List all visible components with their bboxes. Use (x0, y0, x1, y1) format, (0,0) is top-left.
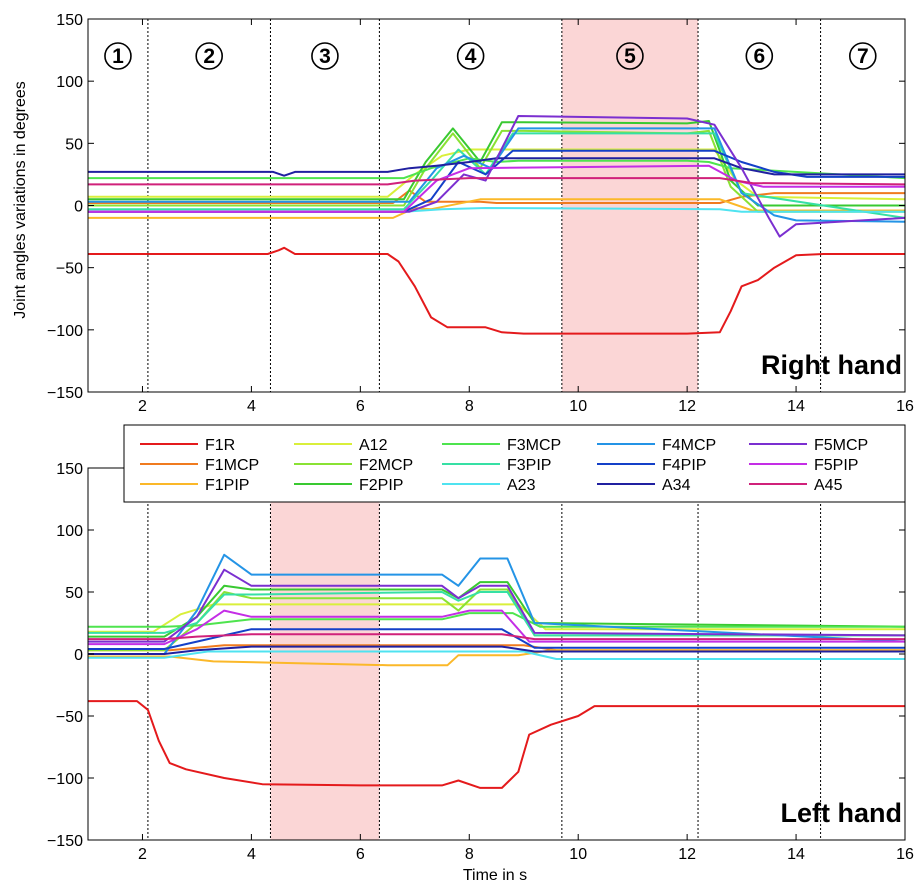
phase-number: 4 (465, 45, 477, 68)
y-tick-label: −100 (47, 323, 83, 340)
y-tick-label: 100 (56, 523, 83, 540)
series-line-f3mcp (88, 157, 906, 180)
legend-label: A23 (507, 477, 536, 494)
series-line-f5mcp (88, 568, 906, 643)
x-tick-label: 12 (678, 846, 696, 863)
legend: F1R F1MCP F1PIP A12 F2MCP F2PIP F3MCP F3PIP A23 F… (123, 424, 906, 503)
legend-label: F2MCP (359, 457, 413, 474)
panel-left-hand: 2 4 6 8 10 12 14 16 150 100 50 0 −50 −100 −150 Left han… (47, 461, 914, 863)
y-tick-label: 50 (65, 585, 83, 602)
y-tick-label: −150 (47, 833, 83, 850)
phase-labels: 1 2 3 4 5 6 7 (104, 42, 877, 70)
legend-label: F1R (205, 437, 235, 454)
x-tick-label: 10 (569, 398, 587, 415)
x-tick-label: 12 (678, 398, 696, 415)
series-line-a45 (88, 633, 905, 641)
x-tick-label: 2 (138, 398, 147, 415)
phase-circle (848, 42, 877, 70)
y-tick-label: 150 (56, 461, 83, 478)
series-line-f2mcp (88, 129, 905, 213)
y-tick-label: −100 (47, 771, 83, 788)
phase-number: 5 (624, 45, 636, 68)
x-tick-label: 14 (787, 846, 805, 863)
phase-circle (616, 42, 644, 70)
x-tick-label: 14 (787, 398, 805, 415)
y-tick-label: 0 (74, 199, 83, 216)
y-tick-label: 50 (65, 136, 83, 153)
series-line-f2pip (88, 581, 906, 638)
legend-label: A45 (814, 477, 843, 494)
legend-label: F4PIP (662, 457, 706, 474)
phase-number: 6 (753, 45, 765, 68)
x-tick-label: 6 (356, 846, 365, 863)
series-line-f4pip (88, 628, 905, 650)
x-axis-label: Time in s (463, 867, 527, 884)
phase-number: 2 (203, 45, 215, 68)
hand-label: Left hand (781, 798, 903, 828)
phase-number: 1 (112, 45, 124, 68)
highlight-band (270, 468, 380, 840)
series-line-f5pip (88, 609, 905, 646)
phase-circle (195, 42, 223, 70)
phase-circle (456, 42, 485, 70)
y-tick-label: 0 (74, 647, 83, 664)
y-tick-label: −50 (56, 261, 83, 278)
series-line-f5mcp (88, 115, 906, 238)
legend-label: F4MCP (662, 437, 716, 454)
phase-number: 3 (319, 45, 331, 68)
series-line-a12 (88, 148, 906, 201)
legend-label: F3PIP (507, 457, 551, 474)
x-tick-label: 10 (569, 846, 587, 863)
x-tick-label: 2 (138, 846, 147, 863)
plot-area (88, 468, 905, 840)
series-line-f2pip (88, 120, 905, 207)
series-line-f1pip (88, 198, 905, 219)
y-tick-label: −150 (47, 385, 83, 402)
y-tick-label: −50 (56, 709, 83, 726)
legend-label: A34 (662, 477, 691, 494)
series-line-a45 (88, 177, 906, 186)
phase-circle (745, 42, 774, 70)
legend-label: F3MCP (507, 437, 561, 454)
hand-label: Right hand (761, 350, 902, 380)
x-tick-label: 6 (356, 398, 365, 415)
series-line-f4pip (88, 149, 905, 213)
x-tick-label: 4 (247, 398, 256, 415)
phase-number: 7 (857, 45, 869, 68)
series-line-f4mcp (88, 127, 906, 223)
x-tick-label: 8 (465, 846, 474, 863)
phase-circle (104, 42, 132, 70)
y-axis-label: Joint angles variations in degrees (12, 81, 29, 318)
x-tick-label: 16 (896, 398, 914, 415)
legend-label: F5MCP (814, 437, 868, 454)
y-tick-label: 100 (56, 74, 83, 91)
legend-label: F2PIP (359, 477, 403, 494)
legend-label: F1PIP (205, 477, 249, 494)
highlight-band (561, 19, 699, 392)
series-line-a23 (88, 650, 905, 660)
x-tick-label: 4 (247, 846, 256, 863)
series-line-f1r (88, 700, 905, 789)
legend-label: F5PIP (814, 457, 858, 474)
phase-circle (311, 42, 339, 70)
x-tick-label: 16 (896, 846, 914, 863)
series-line-f5pip (88, 164, 905, 213)
legend-label: F1MCP (205, 457, 259, 474)
series-line-a34 (88, 645, 905, 655)
series-line-f3mcp (88, 612, 905, 628)
series-line-f1r (88, 246, 905, 335)
legend-label: A12 (359, 437, 388, 454)
y-tick-label: 150 (56, 12, 83, 29)
x-tick-label: 8 (465, 398, 474, 415)
